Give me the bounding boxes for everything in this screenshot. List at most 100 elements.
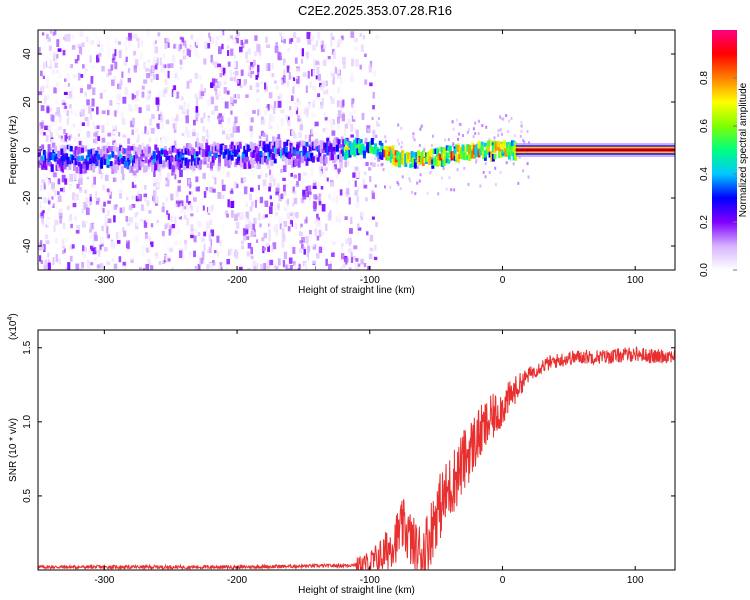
noise-cell [274,124,278,133]
noise-cell [338,30,341,37]
ridge-cell [367,147,371,154]
noise-cell [150,241,154,248]
noise-cell [155,137,158,143]
noise-cell [155,57,159,66]
noise-cell [116,104,120,109]
noise-cell [147,90,151,94]
noise-cell [113,142,117,149]
ridge-cell [77,155,81,161]
noise-cell [162,89,166,97]
ridge-cell [163,149,167,157]
ridge-cell [73,165,76,171]
noise-cell [348,197,351,205]
noise-cell [306,252,309,261]
ridge-cell [176,160,180,167]
noise-cell [89,114,93,120]
noise-cell [55,99,59,105]
ridge-cell [245,151,248,157]
noise-cell [331,192,336,197]
ridge-cell [173,158,177,166]
noise-cell [74,112,78,117]
ridge-cell [440,147,444,153]
ridge-cell [448,145,452,151]
noise-cell [304,257,309,261]
noise-cell [247,232,251,239]
noise-cell [46,105,50,113]
noise-cell [332,166,336,171]
noise-cell [45,70,48,78]
noise-cell [43,43,47,50]
ridge-cell [415,152,419,160]
ridge-cell [95,150,99,157]
noise-cell [303,249,306,255]
noise-cell [145,130,150,135]
ridge-cell [120,166,124,174]
noise-cell [174,228,179,236]
noise-cell [107,234,110,239]
noise-cell [458,132,460,136]
ridge-cell [222,151,226,159]
noise-cell [194,72,198,80]
noise-cell [262,132,266,137]
noise-cell [173,43,177,49]
ridge-cell [480,144,484,149]
ridge-cell [389,155,393,163]
noise-cell [104,174,109,181]
noise-cell [186,205,189,212]
noise-cell [324,169,327,176]
ridge-cell [221,144,225,149]
noise-cell [200,83,203,92]
noise-cell [41,202,45,207]
noise-cell [65,267,68,270]
noise-cell [53,224,56,233]
noise-cell [208,246,212,254]
noise-cell [137,230,142,234]
noise-cell [298,264,301,270]
ridge-cell [407,154,411,160]
noise-cell [220,194,225,199]
noise-cell [255,55,260,64]
ridge-cell [254,154,258,161]
ridge-cell [305,152,309,158]
noise-cell [115,174,119,183]
noise-cell [246,59,250,63]
noise-cell [160,43,164,52]
noise-cell [311,264,316,270]
noise-cell [203,243,206,251]
noise-cell [145,35,148,43]
noise-cell [338,87,342,92]
noise-cell [371,192,375,200]
noise-cell [291,160,295,169]
noise-cell [118,132,121,137]
ridge-cell [339,154,342,162]
ridge-cell [288,151,291,160]
noise-cell [60,135,63,141]
noise-cell [160,139,163,146]
ridge-cell [444,156,448,164]
noise-cell [357,223,360,229]
ridge-cell [192,163,196,171]
noise-cell [284,207,287,211]
noise-cell [187,267,191,270]
noise-cell [280,168,283,173]
noise-cell [130,50,135,56]
noise-cell [178,117,183,123]
ridge-cell [84,158,88,165]
noise-cell [331,197,335,202]
noise-cell [350,123,353,132]
noise-cell [198,154,202,159]
noise-cell [54,205,58,209]
noise-cell [58,208,63,216]
noise-cell [159,186,164,192]
ridge-cell [187,159,191,166]
noise-cell [456,118,458,122]
noise-cell [367,218,371,223]
noise-cell [292,32,297,38]
noise-cell [290,110,293,118]
noise-cell [50,234,53,238]
noise-cell [493,136,496,140]
noise-cell [65,63,68,70]
noise-cell [111,204,115,213]
noise-cell [353,245,358,250]
noise-cell [237,133,241,138]
